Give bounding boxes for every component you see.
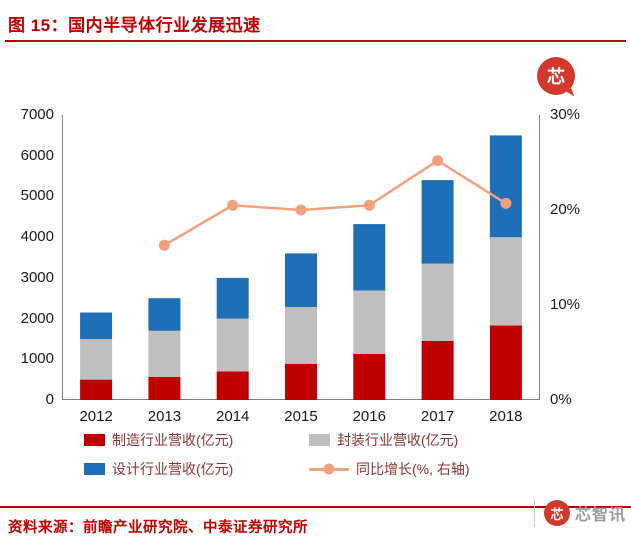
bar-segment <box>421 180 454 264</box>
chart-legend: 制造行业营收(亿元) 封装行业营收(亿元) 设计行业营收(亿元) 同比增长(%, 右轴… <box>84 430 470 479</box>
bar-segment <box>353 354 386 400</box>
legend-label: 设计行业营收(亿元) <box>112 461 234 477</box>
bar-segment <box>285 363 317 400</box>
bar-segment <box>216 277 249 319</box>
header-divider <box>5 40 626 42</box>
bar-segment <box>148 376 181 400</box>
legend-swatch-icon <box>84 463 105 475</box>
watermark-bottom: 芯 芯智讯 <box>534 499 626 527</box>
x-axis-tick-label: 2012 <box>79 408 113 425</box>
footer-divider <box>0 506 631 508</box>
left-axis-tick-label: 1000 <box>20 350 54 368</box>
watermark-divider <box>534 499 535 527</box>
growth-line-marker <box>432 155 444 167</box>
legend-label: 同比增长(%, 右轴) <box>356 461 470 477</box>
left-axis-tick-label: 6000 <box>20 146 54 164</box>
left-axis-tick-label: 0 <box>45 391 54 408</box>
growth-line-marker <box>363 199 375 211</box>
bar-segment <box>285 307 317 364</box>
source-text: 资料来源：前瞻产业研究院、中泰证券研究所 <box>8 520 308 536</box>
chart-canvas <box>62 115 540 400</box>
bar-segment <box>148 298 181 331</box>
left-axis-tick-label: 2000 <box>20 309 54 327</box>
bar-segment <box>80 338 113 380</box>
legend-swatch-icon <box>84 434 105 446</box>
growth-line-marker <box>295 204 307 216</box>
left-axis-tick-label: 5000 <box>20 187 54 205</box>
right-axis-tick-label: 20% <box>550 201 581 218</box>
growth-line <box>163 159 507 247</box>
chart-plot-area <box>62 115 540 400</box>
left-axis-tick-label: 3000 <box>20 268 54 286</box>
bar-segment <box>80 312 113 339</box>
figure-title: 图 15：国内半导体行业发展迅速 <box>8 16 261 35</box>
legend-item: 封装行业营收(亿元) <box>309 430 470 450</box>
x-axis-tick-label: 2014 <box>216 408 250 425</box>
right-axis-tick-label: 30% <box>550 106 581 123</box>
legend-line-swatch-icon <box>309 463 349 475</box>
legend-item: 设计行业营收(亿元) <box>84 459 309 479</box>
x-axis-tick-label: 2015 <box>284 408 318 425</box>
bar-segment <box>80 379 113 400</box>
bar-segment <box>353 224 386 291</box>
legend-swatch-icon <box>309 434 330 446</box>
bar-segment <box>489 135 522 238</box>
growth-line-marker <box>158 239 170 251</box>
bar-segment <box>216 318 249 372</box>
right-axis-tick-label: 10% <box>550 296 581 313</box>
watermark-logo-icon-small: 芯 <box>544 500 570 526</box>
bar-segment <box>489 325 522 400</box>
bar-segment <box>353 290 386 354</box>
right-axis-tick-label: 0% <box>550 391 572 408</box>
growth-line-marker <box>227 199 239 211</box>
left-axis-tick-label: 7000 <box>20 106 54 123</box>
bar-segment <box>421 341 454 400</box>
legend-item: 同比增长(%, 右轴) <box>309 459 470 479</box>
bar-segment <box>421 263 454 341</box>
bar-segment <box>489 237 522 326</box>
legend-label: 封装行业营收(亿元) <box>337 432 459 448</box>
legend-line-dot-icon <box>323 463 335 475</box>
bar-segment <box>148 330 181 377</box>
bar-segment <box>285 253 317 308</box>
left-axis-tick-label: 4000 <box>20 228 54 246</box>
x-axis-tick-label: 2017 <box>420 408 455 425</box>
x-axis-tick-label: 2018 <box>489 408 523 425</box>
x-axis-tick-label: 2016 <box>352 408 386 425</box>
watermark-label: 芯智讯 <box>575 507 627 524</box>
watermark-logo-icon: 芯 <box>537 57 575 95</box>
legend-item: 制造行业营收(亿元) <box>84 430 309 450</box>
bar-segment <box>216 371 249 400</box>
x-axis-tick-label: 2013 <box>147 408 182 425</box>
growth-line-marker <box>500 197 512 209</box>
legend-label: 制造行业营收(亿元) <box>112 432 234 448</box>
